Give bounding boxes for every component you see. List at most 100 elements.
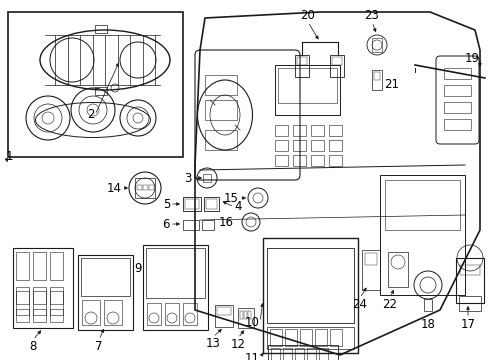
Text: 12: 12: [230, 338, 245, 351]
Bar: [330, 55, 344, 77]
Bar: [278, 68, 337, 103]
Bar: [263, 238, 358, 353]
Bar: [185, 199, 199, 209]
Bar: [104, 300, 122, 325]
Bar: [315, 329, 327, 346]
Text: 9: 9: [134, 261, 142, 274]
Bar: [307, 348, 316, 360]
Text: 2: 2: [88, 108, 95, 122]
Bar: [244, 311, 247, 319]
Text: 5: 5: [163, 198, 170, 211]
Bar: [293, 140, 306, 151]
Bar: [311, 140, 324, 151]
Bar: [204, 197, 219, 211]
Bar: [16, 252, 29, 280]
Bar: [81, 258, 130, 296]
Text: 24: 24: [352, 298, 368, 311]
Bar: [297, 57, 307, 65]
Text: 3: 3: [185, 171, 192, 184]
Bar: [183, 303, 197, 325]
Bar: [33, 309, 46, 322]
Bar: [267, 327, 354, 349]
Bar: [16, 287, 29, 315]
Bar: [183, 220, 199, 230]
Bar: [459, 296, 481, 311]
Text: 7: 7: [95, 340, 103, 353]
Text: 20: 20: [300, 9, 316, 22]
Bar: [203, 174, 211, 182]
Bar: [444, 68, 471, 79]
Text: 21: 21: [384, 78, 399, 91]
Bar: [444, 85, 471, 96]
Bar: [50, 309, 63, 322]
Bar: [165, 303, 179, 325]
Text: 6: 6: [163, 217, 170, 230]
Text: 22: 22: [383, 298, 397, 311]
Bar: [330, 329, 342, 346]
Bar: [444, 119, 471, 130]
Bar: [365, 253, 377, 265]
Text: 18: 18: [420, 318, 436, 331]
Bar: [293, 125, 306, 136]
Bar: [143, 245, 208, 330]
Bar: [268, 345, 338, 360]
Bar: [332, 57, 342, 65]
Bar: [248, 311, 251, 319]
Bar: [16, 309, 29, 322]
Bar: [271, 348, 280, 360]
Bar: [300, 329, 312, 346]
Bar: [293, 155, 306, 166]
Bar: [215, 305, 233, 327]
Bar: [205, 130, 237, 150]
Bar: [147, 303, 161, 325]
Bar: [311, 155, 324, 166]
Bar: [205, 100, 237, 120]
Text: 19: 19: [465, 51, 480, 64]
Bar: [217, 307, 231, 315]
Bar: [50, 291, 63, 304]
Text: 10: 10: [245, 315, 260, 328]
Text: 14: 14: [107, 181, 122, 194]
Bar: [372, 70, 382, 90]
Bar: [82, 300, 100, 325]
Bar: [372, 38, 382, 52]
Bar: [16, 291, 29, 304]
Bar: [311, 125, 324, 136]
Bar: [444, 102, 471, 113]
Bar: [50, 252, 63, 280]
Text: 17: 17: [461, 318, 475, 331]
Bar: [275, 125, 288, 136]
Bar: [319, 348, 328, 360]
Bar: [374, 72, 380, 80]
Bar: [149, 185, 154, 190]
Bar: [283, 348, 292, 360]
Bar: [135, 178, 155, 198]
Bar: [95, 87, 107, 95]
Bar: [275, 65, 340, 115]
Bar: [362, 250, 380, 290]
Bar: [275, 155, 288, 166]
Text: 23: 23: [365, 9, 379, 22]
Bar: [33, 252, 46, 280]
Bar: [329, 155, 342, 166]
Bar: [206, 199, 217, 209]
Bar: [270, 329, 282, 346]
Bar: [285, 329, 297, 346]
Bar: [456, 258, 484, 303]
Bar: [95, 25, 107, 33]
Text: 11: 11: [245, 351, 260, 360]
Bar: [202, 220, 214, 230]
Bar: [183, 197, 201, 211]
Bar: [205, 75, 237, 95]
Bar: [238, 308, 254, 328]
Bar: [267, 248, 354, 323]
Bar: [388, 252, 408, 287]
Bar: [424, 299, 432, 311]
Bar: [137, 185, 142, 190]
Bar: [385, 180, 460, 230]
Text: 4: 4: [234, 201, 242, 213]
Bar: [295, 55, 309, 77]
Bar: [275, 140, 288, 151]
Text: 15: 15: [224, 192, 239, 204]
Text: 16: 16: [219, 216, 234, 229]
